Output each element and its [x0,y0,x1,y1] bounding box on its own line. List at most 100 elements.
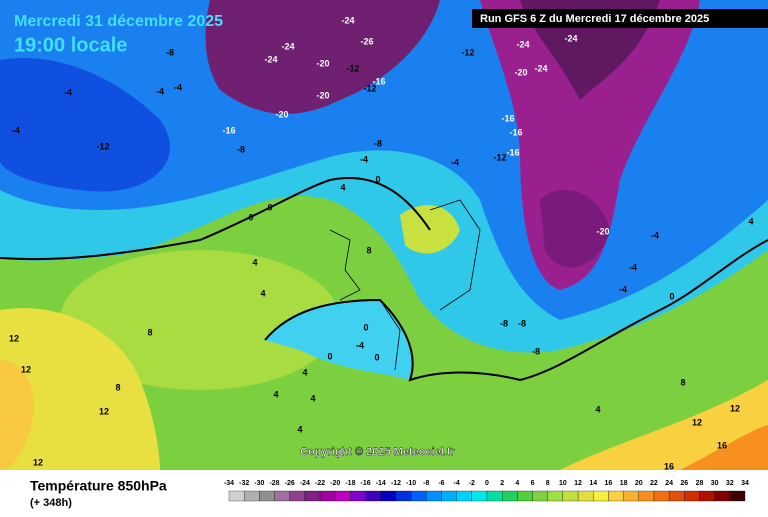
contour-label: 16 [717,440,727,450]
scale-swatch [335,490,351,502]
contour-label: 12 [33,457,43,467]
contour-label: 0 [375,174,380,184]
scale-tick-label: -24 [300,480,310,487]
contour-label: -4 [356,340,364,350]
scale-swatch [608,490,624,502]
scale-swatch [380,490,397,502]
contour-label: -8 [237,144,245,154]
contour-label: -4 [12,125,20,135]
scale-tick-label: 16 [605,480,613,487]
scale-tick-label: -8 [423,480,429,487]
contour-labels: -8-4 -4 -4-4-12-16-8-20-20-24-24-20 -12-16-… [9,15,754,471]
contour-label: -12 [493,152,506,162]
scale-tick-label: 34 [741,480,749,487]
scale-swatch [729,490,746,502]
contour-label: -4 [360,154,368,164]
contour-label: -8 [500,318,508,328]
contour-label: 0 [669,291,674,301]
scale-swatch [653,490,670,502]
scale-tick-label: 20 [635,480,643,487]
contour-label: 8 [147,327,152,337]
time: 19:00 locale [14,34,127,56]
run-box [472,9,768,28]
contour-label: -12 [461,47,474,57]
scale-tick-label: 32 [726,480,734,487]
contour-label: 12 [21,364,31,374]
contour-label: -8 [532,346,540,356]
contour-label: -16 [372,76,385,86]
scale-swatch [668,490,685,502]
scale-tick-label: 6 [531,480,535,487]
scale-swatch [471,490,488,502]
scale-swatch [441,490,457,502]
contour-label: -24 [516,39,529,49]
scale-tick-label: -28 [269,480,279,487]
scale-swatch [684,490,700,502]
contour-label: -20 [275,109,288,119]
contour-label: -24 [264,54,277,64]
scale-swatch [502,490,518,502]
contour-label: 0 [374,352,379,362]
scale-swatch [365,490,381,502]
scale-tick-label: 14 [589,480,597,487]
scale-swatch [547,490,564,502]
scale-tick-label: 30 [711,480,719,487]
contour-label: -8 [374,138,382,148]
contour-label: -20 [316,90,329,100]
contour-label: -4 [619,284,627,294]
contour-label: -20 [596,226,609,236]
color-scale: -34 -32 -30 -28 -26 -24 -22 -20 -18 -16 -14 -12 -10-… [224,480,749,502]
legend-subtitle: (+ 348h) [30,497,72,509]
scale-tick-label: -20 [330,480,340,487]
contour-label: -4 [174,82,182,92]
scale-swatch [319,490,336,502]
contour-label: 4 [310,393,315,403]
contour-label: 8 [115,382,120,392]
contour-label: 0 [267,202,272,212]
scale-tick-label: -6 [438,480,444,487]
contour-label: -24 [341,15,354,25]
contour-label: -16 [506,147,519,157]
scale-tick-label: 0 [485,480,489,487]
scale-tick-label: 26 [680,480,688,487]
contour-label: 0 [363,322,368,332]
scale-swatch [638,490,655,502]
contour-label: -20 [514,67,527,77]
contour-label: -8 [166,47,174,57]
scale-swatch [699,490,715,502]
contour-label: 12 [692,417,702,427]
contour-label: -24 [281,41,294,51]
scale-swatch [426,490,442,502]
scale-swatch [486,490,503,502]
scale-swatch [714,490,730,502]
contour-label: 4 [748,216,753,226]
legend-title: Température 850hPa [30,478,167,494]
scale-tick-label: -16 [361,480,371,487]
contour-label: -4 [651,230,659,240]
scale-swatch [274,490,290,502]
scale-tick-label: -22 [315,480,325,487]
scale-swatch [593,490,609,502]
contour-label: 8 [366,245,371,255]
map-background [0,0,768,470]
contour-label: 4 [260,288,265,298]
scale-tick-label: -32 [239,480,249,487]
contour-label: 4 [340,182,345,192]
scale-swatch [562,490,579,502]
contour-label: 4 [252,257,257,267]
contour-label: 4 [302,367,307,377]
scale-swatch [304,490,321,502]
contour-label: -24 [564,33,577,43]
scale-swatch [517,490,533,502]
contour-label: -24 [534,63,547,73]
scale-tick-label: 2 [500,480,504,487]
contour-label: -16 [222,125,235,135]
contour-label: 12 [9,333,19,343]
scale-tick-label: 12 [574,480,582,487]
contour-label: -4 [64,87,72,97]
contour-label: 4 [297,424,302,434]
contour-label: -12 [363,83,376,93]
contour-label: 4 [595,404,600,414]
contour-label: -20 [316,58,329,68]
